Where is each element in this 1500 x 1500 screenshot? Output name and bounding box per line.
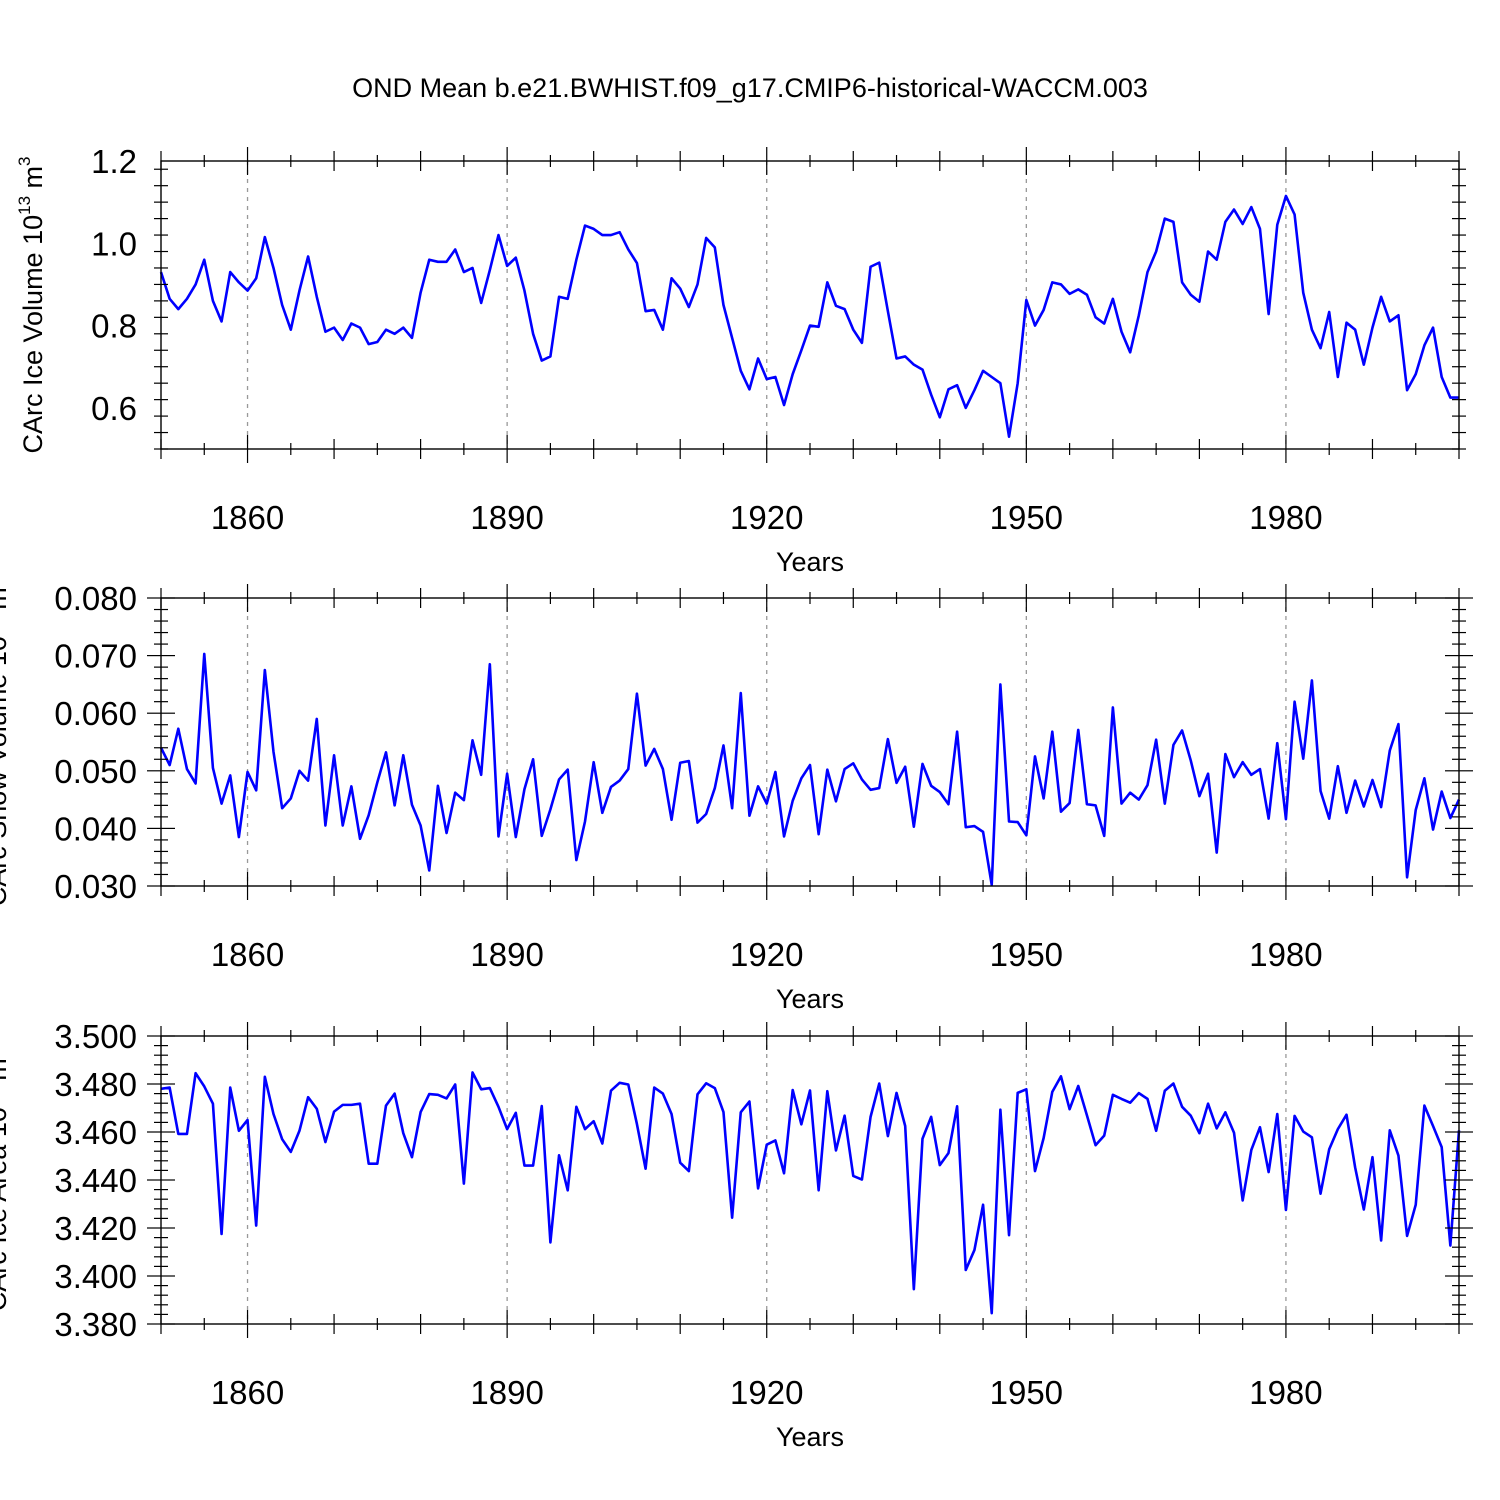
y-tick-label: 0.6 (91, 390, 137, 427)
x-tick-label: 1980 (1249, 1374, 1322, 1411)
y-tick-label: 0.060 (54, 695, 137, 732)
y-tick-label: 0.070 (54, 638, 137, 675)
x-tick-label: 1920 (730, 499, 803, 536)
plot-frame (160, 160, 1460, 450)
y-tick-label: 3.460 (54, 1114, 137, 1151)
x-tick-label: 1860 (211, 936, 284, 973)
x-tick-label: 1890 (470, 499, 543, 536)
y-tick-label: 3.480 (54, 1066, 137, 1103)
x-tick-label: 1860 (211, 1374, 284, 1411)
y-tick-label: 3.440 (54, 1162, 137, 1199)
x-axis-label: Years (776, 984, 844, 1014)
x-tick-label: 1860 (211, 499, 284, 536)
panel-snow-volume: 1860 1890 1920 1950 1980 0.030 0.040 0.050 0.060… (0, 578, 1473, 1014)
x-tick-label: 1950 (990, 1374, 1063, 1411)
x-axis-label: Years (776, 1422, 844, 1452)
x-tick-label: 1890 (470, 1374, 543, 1411)
x-tick-label: 1890 (470, 936, 543, 973)
x-axis-label: Years (776, 547, 844, 577)
panel-ice-area: 1860 1890 1920 1950 1980 3.380 3.400 3.420 3.440… (0, 1018, 1473, 1452)
y-axis-label-main: CArc Ice Volume 10 (18, 215, 48, 454)
figure-title: OND Mean b.e21.BWHIST.f09_g17.CMIP6-hist… (352, 73, 1148, 103)
y-tick-label: 0.050 (54, 753, 137, 790)
x-tick-label: 1920 (730, 936, 803, 973)
y-axis-label-main: CArc Ice Area 10 (0, 1107, 12, 1311)
y-tick-label: 3.420 (54, 1210, 137, 1247)
x-tick-label: 1980 (1249, 936, 1322, 973)
y-tick-label: 0.030 (54, 868, 137, 905)
x-tick-label: 1950 (990, 499, 1063, 536)
y-axis-label: CArc Ice Area 1012 m2 (0, 1049, 12, 1312)
y-tick-label: 3.400 (54, 1258, 137, 1295)
y-tick-label: 0.8 (91, 308, 137, 345)
y-axis-label-main: CArc Snow Volume 10 (0, 636, 12, 906)
data-line-carc-snow-volume (159, 652, 1461, 887)
y-axis-label-unit: m (18, 166, 48, 196)
panel-ice-volume: 1860 1890 1920 1950 1980 0.6 0.8 1.0 1.2 Years CAr… (15, 143, 1466, 577)
x-tick-label: 1950 (990, 936, 1063, 973)
x-tick-label: 1980 (1249, 499, 1322, 536)
x-tick-label: 1920 (730, 1374, 803, 1411)
y-tick-label: 1.0 (91, 225, 137, 262)
data-line-carc-ice-volume (159, 194, 1459, 438)
plot-frame (160, 1035, 1460, 1325)
data-line-carc-ice-area (160, 1071, 1461, 1315)
y-axis-label-unit: m (0, 1058, 12, 1088)
y-axis-label-unit-exponent: 3 (15, 156, 34, 165)
plot-frame (160, 597, 1460, 887)
y-axis-label: CArc Snow Volume 1013 m3 (0, 578, 12, 907)
y-tick-label: 3.380 (54, 1306, 137, 1343)
y-axis-label: CArc Ice Volume 1013 m3 (15, 156, 48, 453)
y-tick-label: 0.080 (54, 580, 137, 617)
y-tick-label: 3.500 (54, 1018, 137, 1055)
y-tick-label: 1.2 (91, 143, 137, 180)
y-tick-label: 0.040 (54, 810, 137, 847)
y-axis-label-exponent: 13 (15, 196, 34, 215)
y-axis-label-unit: m (0, 587, 12, 617)
